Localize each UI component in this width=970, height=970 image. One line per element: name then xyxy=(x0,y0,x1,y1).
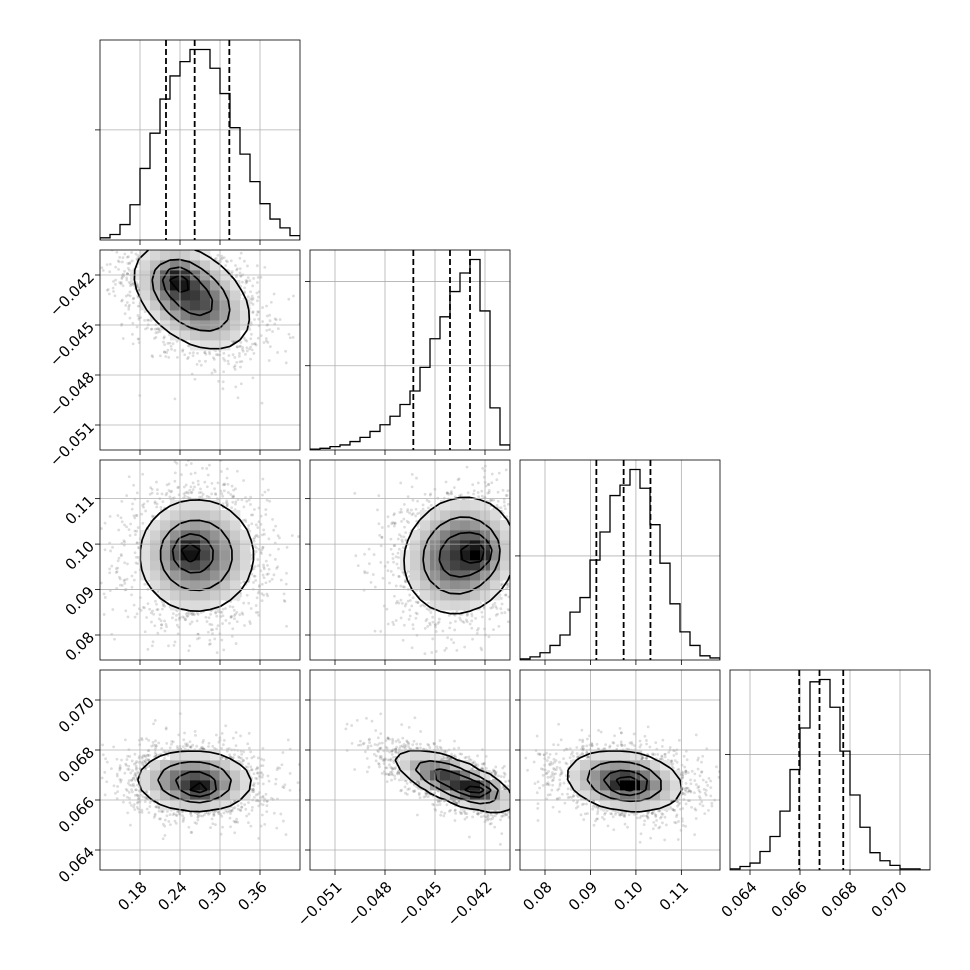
panel-grid xyxy=(310,460,510,660)
panel-grid xyxy=(520,670,720,870)
contour-level xyxy=(464,785,485,794)
density-cells xyxy=(130,250,251,351)
panel-frame xyxy=(519,459,721,661)
x-tick-label: −0.042 xyxy=(444,878,496,930)
histogram-panel-0 xyxy=(95,39,301,245)
x-tick-label: 0.30 xyxy=(194,878,230,914)
histogram-step-line xyxy=(730,678,930,870)
panel-frame xyxy=(99,669,301,871)
panel-frame xyxy=(99,39,301,241)
scatter-panel-0-2 xyxy=(95,459,301,665)
contour-level xyxy=(139,499,255,613)
contour-level xyxy=(157,760,233,804)
contour-level xyxy=(438,531,493,578)
y-tick-label: −0.048 xyxy=(46,368,98,420)
contour-level xyxy=(174,770,218,798)
contour-lines xyxy=(137,750,252,813)
y-tick-label: 0.10 xyxy=(62,537,98,573)
contour-level xyxy=(566,750,683,813)
y-tick-label: 0.068 xyxy=(55,743,98,786)
contour-level xyxy=(602,769,649,797)
x-tick-label: −0.045 xyxy=(394,878,446,930)
panel-grid xyxy=(100,250,300,450)
x-tick-label: 0.09 xyxy=(565,878,601,914)
y-tick-label: −0.045 xyxy=(46,318,98,370)
histogram-step-line xyxy=(310,258,510,450)
x-tick-label: −0.048 xyxy=(344,878,396,930)
histogram-step-line xyxy=(520,468,720,660)
panel-frame xyxy=(519,669,721,871)
x-tick-label: 0.10 xyxy=(610,878,646,914)
panel-grid xyxy=(100,670,300,870)
y-tick-label: 0.070 xyxy=(55,693,98,736)
y-tick-label: 0.11 xyxy=(62,492,98,528)
histogram-step-line xyxy=(100,48,300,240)
y-tick-label: −0.042 xyxy=(46,268,98,320)
contour-lines xyxy=(566,750,683,813)
x-tick-label: 0.18 xyxy=(114,878,150,914)
panel-frame xyxy=(309,249,511,451)
histogram-panel-1 xyxy=(305,249,511,455)
scatter-panel-1-3 xyxy=(305,669,511,875)
x-tick-label: 0.08 xyxy=(519,878,555,914)
x-tick-label: 0.066 xyxy=(768,878,811,921)
y-tick-label: −0.051 xyxy=(46,418,98,470)
x-tick-label: 0.064 xyxy=(718,878,761,921)
histogram-panel-2 xyxy=(515,459,721,665)
panel-frame xyxy=(99,459,301,661)
scatter-panel-0-1 xyxy=(95,249,301,455)
panel-frame xyxy=(99,249,301,451)
x-tick-label: 0.11 xyxy=(656,878,692,914)
panel-grid xyxy=(310,670,510,870)
contour-level xyxy=(189,781,208,794)
contour-level xyxy=(171,532,214,574)
panel-frame xyxy=(309,459,511,661)
contour-level xyxy=(615,775,638,792)
contour-level xyxy=(180,542,201,563)
density-cells xyxy=(140,750,251,811)
panel-frame xyxy=(729,669,931,871)
x-tick-label: 0.24 xyxy=(154,878,190,914)
contour-level xyxy=(133,250,251,350)
x-tick-label: 0.36 xyxy=(234,878,270,914)
y-tick-label: 0.08 xyxy=(62,628,98,664)
density-cells xyxy=(570,750,681,811)
contour-lines xyxy=(133,250,251,350)
histogram-panel-3 xyxy=(725,669,931,875)
x-tick-label: −0.051 xyxy=(294,878,346,930)
panel-grid xyxy=(310,250,510,450)
y-tick-label: 0.064 xyxy=(55,843,98,886)
scatter-panel-2-3 xyxy=(515,669,721,875)
scatter-panel-0-3 xyxy=(95,669,301,875)
x-tick-label: 0.068 xyxy=(818,878,861,921)
scatter-panel-1-2 xyxy=(305,459,511,665)
contour-level xyxy=(159,519,233,592)
contour-level xyxy=(168,274,189,294)
panel-grid xyxy=(100,460,300,660)
contour-level xyxy=(137,750,252,813)
x-tick-label: 0.070 xyxy=(868,878,911,921)
y-tick-label: 0.09 xyxy=(62,583,98,619)
y-tick-label: 0.066 xyxy=(55,793,98,836)
contour-lines xyxy=(139,499,255,613)
panel-frame xyxy=(309,669,511,871)
